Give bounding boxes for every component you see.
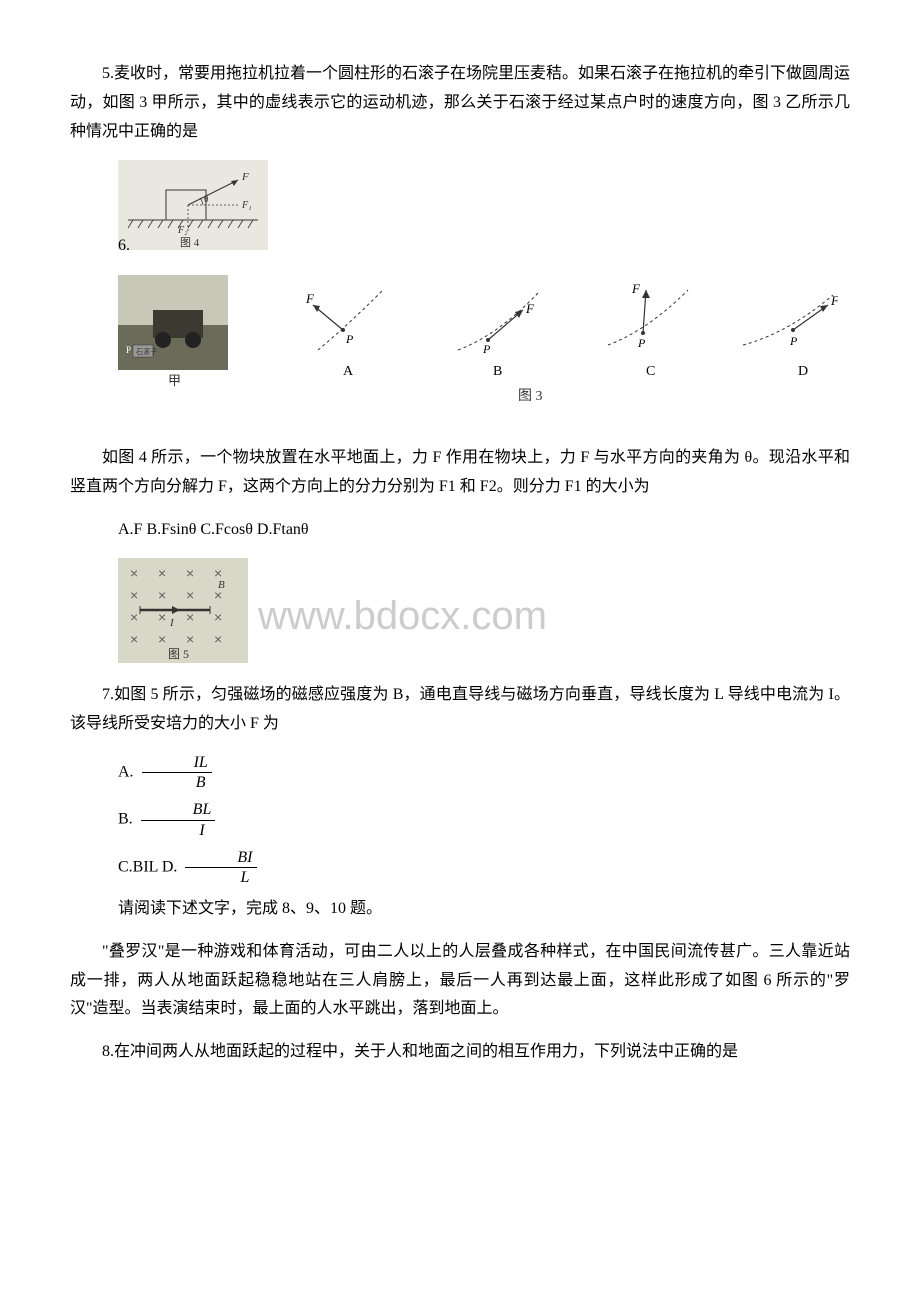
svg-text:×: × [158,631,166,647]
figure-5-svg: ×××× ×××× ×××× ×××× B I 图 5 [118,558,248,663]
question-6-options: A.F B.Fsinθ C.Fcosθ D.Ftanθ [70,516,850,545]
svg-text:P: P [637,336,646,350]
svg-text:B: B [493,364,502,379]
svg-text:F: F [525,301,535,316]
question-7-option-b: B. BL I [70,800,850,839]
svg-text:×: × [186,609,194,625]
reading-intro: 请阅读下述文字，完成 8、9、10 题。 [70,895,850,924]
question-7-option-a: A. IL B [70,753,850,792]
svg-text:D: D [798,364,808,379]
svg-text:×: × [130,587,138,603]
figure-4-svg: θ F F₁ F₂ 图 4 [118,160,268,250]
opt-a-label: A. [118,763,134,780]
svg-text:×: × [158,565,166,581]
question-8-text: 8.在冲间两人从地面跃起的过程中，关于人和地面之间的相互作用力，下列说法中正确的… [70,1038,850,1067]
svg-text:P: P [126,345,131,355]
figure-5: ×××× ×××× ×××× ×××× B I 图 5 www.bdocx.co… [118,558,850,663]
svg-text:C: C [646,364,655,379]
svg-text:F: F [631,281,641,296]
question-5-text: 5.麦收时，常要用拖拉机拉着一个圆柱形的石滚子在场院里压麦秸。如果石滚子在拖拉机… [70,60,850,146]
svg-text:×: × [158,587,166,603]
svg-text:F: F [241,171,249,183]
svg-text:×: × [158,609,166,625]
svg-text:×: × [214,609,222,625]
question-7-text: 7.如图 5 所示，匀强磁场的磁感应强度为 B，通电直导线与磁场方向垂直，导线长… [70,681,850,739]
svg-text:甲: 甲 [168,373,181,388]
fraction-b: BL I [141,800,216,839]
svg-text:图 3: 图 3 [518,389,543,404]
figure-3-svg: P 石滚子 甲 F P A F P B F [118,275,838,405]
svg-text:F: F [305,291,315,306]
svg-text:石滚子: 石滚子 [136,347,157,356]
svg-text:图 5: 图 5 [168,647,189,661]
opt-cd-label: C.BIL D. [118,858,177,875]
svg-text:P: P [789,334,798,348]
svg-text:×: × [130,631,138,647]
svg-text:θ: θ [204,194,208,204]
question-6-text: 如图 4 所示，一个物块放置在水平地面上，力 F 作用在物块上，力 F 与水平方… [70,444,850,502]
svg-text:P: P [482,342,491,356]
svg-text:×: × [186,587,194,603]
svg-text:B: B [218,579,225,591]
svg-text:F₁: F₁ [241,200,252,211]
fraction-a: IL B [142,753,212,792]
svg-text:A: A [343,364,354,379]
reading-paragraph: "叠罗汉"是一种游戏和体育活动，可由二人以上的人层叠成各种样式，在中国民间流传甚… [70,938,850,1024]
opt-b-label: B. [118,811,133,828]
figure-3-row: P 石滚子 甲 F P A F P B F [118,275,850,416]
svg-text:图 4: 图 4 [180,236,200,249]
svg-text:×: × [186,631,194,647]
watermark-text: www.bdocx.com [258,580,547,652]
question-7-option-cd: C.BIL D. BI L [70,848,850,887]
svg-text:P: P [345,332,354,346]
svg-text:×: × [214,631,222,647]
svg-text:×: × [186,565,194,581]
svg-text:×: × [130,565,138,581]
svg-text:F: F [830,293,838,308]
svg-text:×: × [130,609,138,625]
fraction-d: BI L [185,848,256,887]
svg-text:F₂: F₂ [177,225,188,236]
